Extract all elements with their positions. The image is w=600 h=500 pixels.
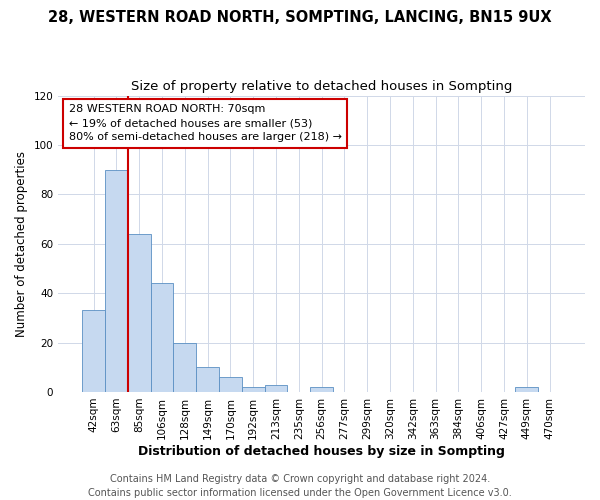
Bar bbox=[242, 387, 265, 392]
Bar bbox=[128, 234, 151, 392]
Text: 28, WESTERN ROAD NORTH, SOMPTING, LANCING, BN15 9UX: 28, WESTERN ROAD NORTH, SOMPTING, LANCIN… bbox=[48, 10, 552, 25]
X-axis label: Distribution of detached houses by size in Sompting: Distribution of detached houses by size … bbox=[138, 444, 505, 458]
Bar bbox=[219, 377, 242, 392]
Bar bbox=[196, 368, 219, 392]
Bar bbox=[173, 342, 196, 392]
Bar bbox=[265, 384, 287, 392]
Bar bbox=[105, 170, 128, 392]
Bar bbox=[515, 387, 538, 392]
Bar bbox=[310, 387, 333, 392]
Y-axis label: Number of detached properties: Number of detached properties bbox=[15, 151, 28, 337]
Bar bbox=[82, 310, 105, 392]
Text: 28 WESTERN ROAD NORTH: 70sqm
← 19% of detached houses are smaller (53)
80% of se: 28 WESTERN ROAD NORTH: 70sqm ← 19% of de… bbox=[69, 104, 342, 142]
Bar bbox=[151, 284, 173, 392]
Title: Size of property relative to detached houses in Sompting: Size of property relative to detached ho… bbox=[131, 80, 512, 93]
Text: Contains HM Land Registry data © Crown copyright and database right 2024.
Contai: Contains HM Land Registry data © Crown c… bbox=[88, 474, 512, 498]
